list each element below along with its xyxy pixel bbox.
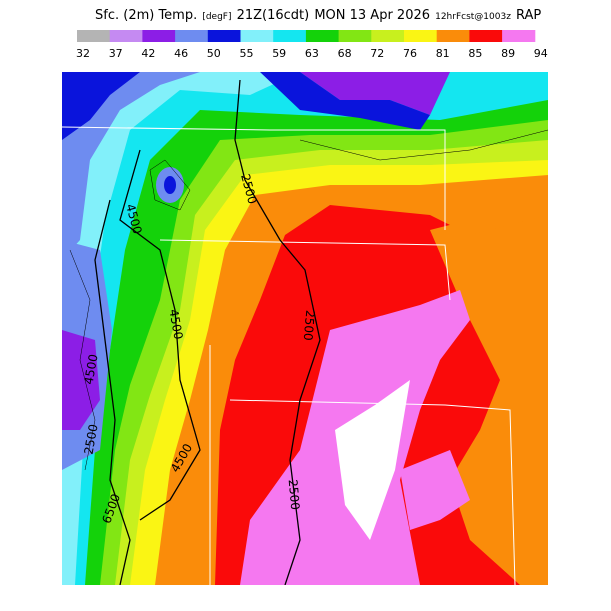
colorbar-label: 68 xyxy=(338,47,352,60)
valid-time: 21Z(16cdt) xyxy=(237,8,310,23)
colorbar-swatch xyxy=(338,30,372,42)
colorbar-swatch xyxy=(404,30,438,42)
colorbar-label: 94 xyxy=(534,47,548,60)
colorbar-label: 42 xyxy=(141,47,155,60)
date: MON 13 Apr 2026 xyxy=(314,8,430,23)
forecast: 12hrFcst@1003z xyxy=(435,12,511,22)
colorbar-label: 89 xyxy=(501,47,515,60)
colorbar-swatch xyxy=(305,30,340,42)
colorbar-label: 32 xyxy=(76,47,90,60)
contour-label: 2500 xyxy=(301,310,318,342)
colorbar-swatch xyxy=(436,30,470,42)
contour-label: 4500 xyxy=(166,308,185,341)
title: Sfc. (2m) Temp. xyxy=(95,8,197,23)
colorbar-swatch xyxy=(77,30,111,42)
model: RAP xyxy=(516,8,541,23)
colorbar-swatch xyxy=(240,30,274,42)
colorbar-label: 37 xyxy=(109,47,123,60)
colorbar-swatch xyxy=(175,30,209,42)
colorbar-label: 55 xyxy=(240,47,254,60)
colorbar-label: 50 xyxy=(207,47,221,60)
colorbar-swatch xyxy=(207,30,241,42)
colorbar-label: 59 xyxy=(272,47,286,60)
contour-label: 2500 xyxy=(286,479,303,511)
colorbar: 32 37 42 46 50 55 59 63 68 72 76 81 85 89 94 xyxy=(76,30,548,60)
colorbar-label: 72 xyxy=(370,47,384,60)
colorbar-label: 81 xyxy=(436,47,450,60)
map-title: Sfc. (2m) Temp. [degF] 21Z(16cdt) MON 13… xyxy=(95,4,541,23)
units: [degF] xyxy=(202,12,231,22)
contour-label: 2500 xyxy=(82,423,101,456)
colorbar-swatch xyxy=(469,30,503,42)
colorbar-swatch xyxy=(142,30,176,42)
colorbar-label: 76 xyxy=(403,47,417,60)
colorbar-label: 85 xyxy=(468,47,482,60)
map-field xyxy=(62,72,548,585)
colorbar-swatch xyxy=(371,30,405,42)
colorbar-swatch xyxy=(502,30,536,42)
colorbar-label: 46 xyxy=(174,47,188,60)
colorbar-swatch xyxy=(109,30,143,42)
colorbar-swatch xyxy=(273,30,307,42)
colorbar-label: 63 xyxy=(305,47,319,60)
contour-label: 4500 xyxy=(82,353,101,386)
